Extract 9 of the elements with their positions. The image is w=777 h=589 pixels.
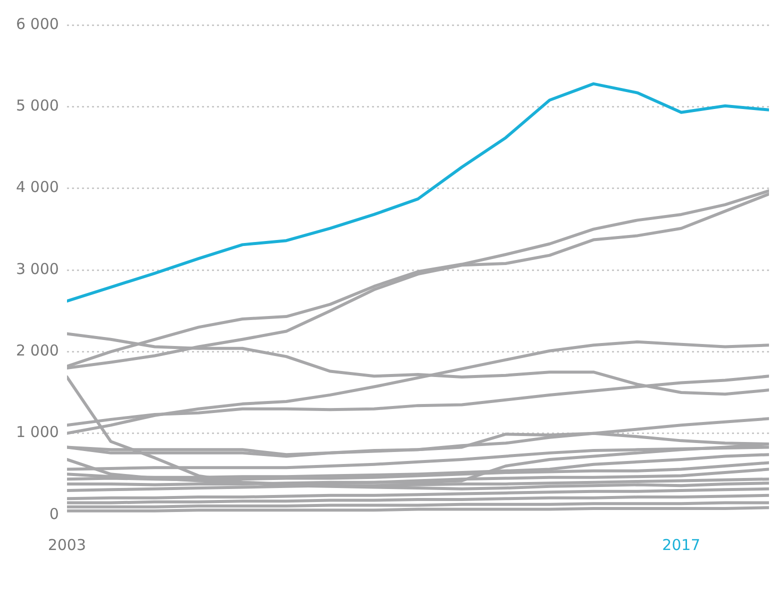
y-tick-label: 0 [49, 504, 59, 523]
y-tick-label: 2 000 [16, 342, 59, 360]
y-tick-label: 4 000 [16, 178, 59, 196]
y-tick-label: 6 000 [16, 14, 59, 33]
y-tick-label: 5 000 [16, 96, 59, 115]
y-tick-label: 3 000 [16, 260, 59, 278]
y-tick-label: 1 000 [16, 423, 59, 442]
x-tick-label: 2003 [48, 536, 86, 554]
x-tick-label: 2017 [662, 536, 700, 554]
